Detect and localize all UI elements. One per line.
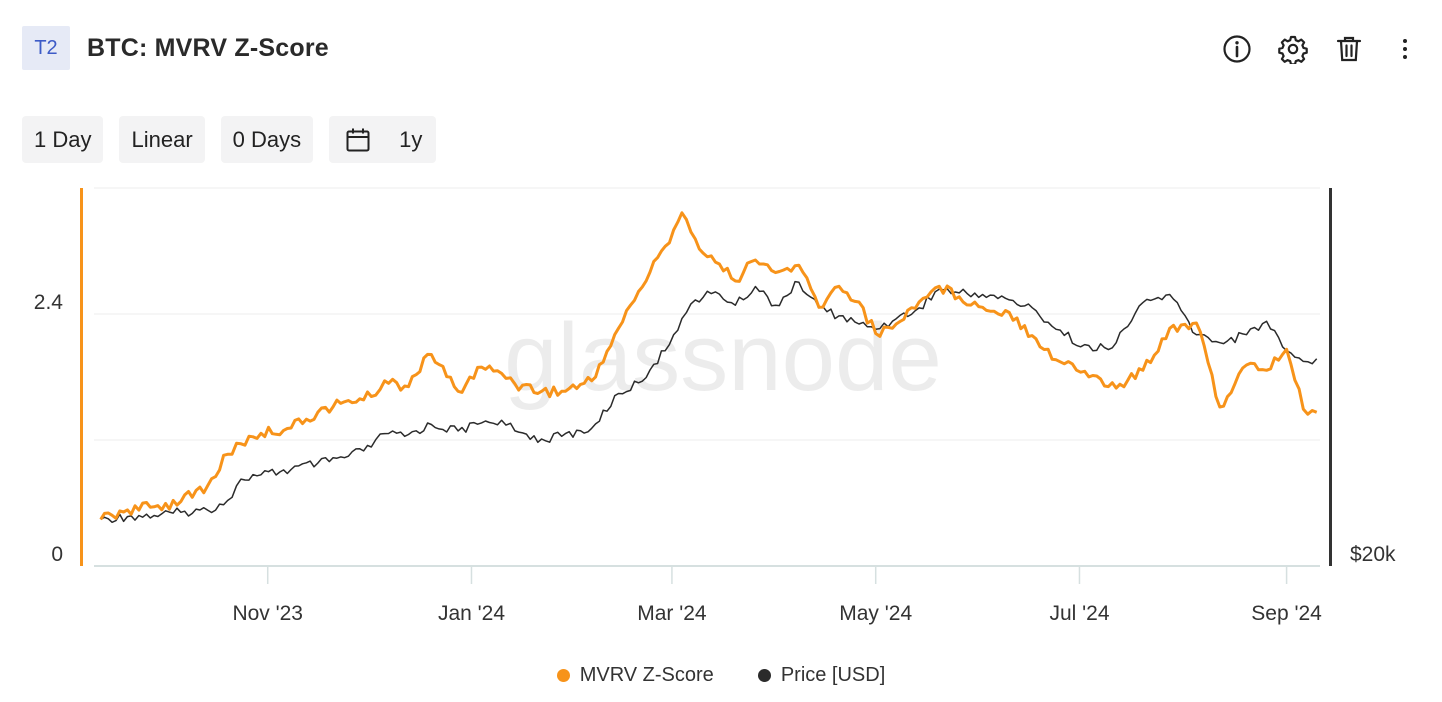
scale-button[interactable]: Linear bbox=[119, 116, 205, 163]
x-tick-label: Sep '24 bbox=[1251, 602, 1322, 625]
grid-lines bbox=[94, 187, 1320, 441]
range-label: 1y bbox=[399, 126, 423, 152]
y-left-tick-label: 2.4 bbox=[34, 291, 64, 314]
series-layer bbox=[99, 211, 1318, 524]
range-button[interactable]: 1y bbox=[329, 116, 437, 163]
trash-icon[interactable] bbox=[1332, 32, 1366, 66]
price-series-line[interactable] bbox=[100, 280, 1318, 524]
chart-title: BTC: MVRV Z-Score bbox=[87, 34, 329, 62]
resolution-button[interactable]: 1 Day bbox=[22, 116, 104, 163]
sma-button[interactable]: 0 Days bbox=[220, 116, 314, 163]
legend-swatch-price bbox=[757, 669, 771, 682]
mvrv-chart[interactable]: glassnode Nov '23 Jan '24 Mar '24 May '24 Ju… bbox=[0, 180, 1442, 640]
mvrv-series-line[interactable] bbox=[99, 211, 1318, 521]
legend-swatch-mvrv bbox=[556, 669, 570, 682]
left-axis-bar bbox=[80, 188, 83, 566]
more-vertical-icon[interactable] bbox=[1388, 32, 1422, 66]
legend-item-price[interactable]: Price [USD] bbox=[757, 664, 886, 687]
x-tick-label: May '24 bbox=[839, 602, 912, 625]
chart-controls: 1 Day Linear 0 Days 1y bbox=[22, 116, 452, 163]
x-tick-label: Nov '23 bbox=[232, 602, 303, 625]
x-tick-label: Jan '24 bbox=[438, 602, 505, 625]
y-left-tick-label: 0 bbox=[51, 543, 63, 566]
info-icon[interactable] bbox=[1220, 32, 1254, 66]
legend-item-mvrv[interactable]: MVRV Z-Score bbox=[556, 664, 714, 687]
settings-gear-icon[interactable] bbox=[1276, 32, 1310, 66]
axes: Nov '23 Jan '24 Mar '24 May '24 Jul '24 Sep '… bbox=[34, 188, 1396, 625]
legend-label-price: Price [USD] bbox=[780, 664, 886, 686]
watermark: glassnode bbox=[504, 304, 942, 411]
x-tick-label: Mar '24 bbox=[637, 602, 707, 625]
chart-header: T2 BTC: MVRV Z-Score bbox=[22, 26, 1422, 70]
y-right-tick-label: $20k bbox=[1350, 543, 1396, 566]
calendar-icon bbox=[345, 127, 371, 153]
legend-label-mvrv: MVRV Z-Score bbox=[579, 664, 714, 686]
right-axis-bar bbox=[1329, 188, 1332, 566]
chart-tag[interactable]: T2 bbox=[22, 26, 70, 70]
x-tick-label: Jul '24 bbox=[1049, 602, 1109, 625]
header-actions bbox=[1220, 32, 1422, 66]
chart-legend: MVRV Z-Score Price [USD] bbox=[0, 664, 1442, 687]
